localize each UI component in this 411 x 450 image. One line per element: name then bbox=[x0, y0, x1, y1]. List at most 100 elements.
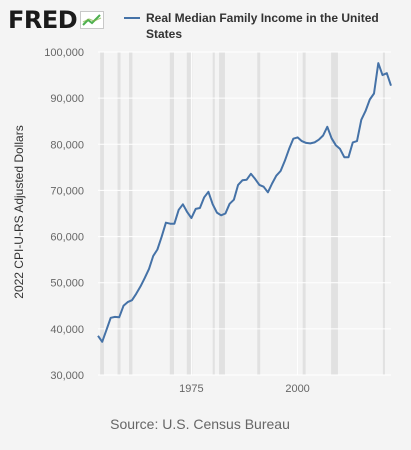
data-point[interactable] bbox=[203, 196, 205, 198]
data-point[interactable] bbox=[348, 156, 350, 158]
recession-band bbox=[302, 52, 306, 375]
data-point[interactable] bbox=[326, 126, 328, 128]
recession-band bbox=[128, 52, 133, 375]
data-point[interactable] bbox=[97, 335, 99, 337]
data-point[interactable] bbox=[207, 191, 209, 193]
data-point[interactable] bbox=[292, 138, 294, 140]
data-point[interactable] bbox=[182, 203, 184, 205]
recession-band bbox=[382, 52, 385, 375]
data-point[interactable] bbox=[382, 74, 384, 76]
data-point[interactable] bbox=[288, 148, 290, 150]
y-tick-label: 100,000 bbox=[44, 47, 84, 59]
source-note: Source: U.S. Census Bureau bbox=[110, 416, 290, 432]
data-point[interactable] bbox=[305, 142, 307, 144]
data-point[interactable] bbox=[144, 277, 146, 279]
recession-band bbox=[331, 52, 338, 375]
chart-header: FRED Real Median Family Income in the Un… bbox=[0, 0, 411, 48]
data-point[interactable] bbox=[101, 341, 103, 343]
data-point[interactable] bbox=[105, 329, 107, 331]
data-point[interactable] bbox=[352, 141, 354, 143]
data-point[interactable] bbox=[241, 179, 243, 181]
data-point[interactable] bbox=[173, 223, 175, 225]
line-chart: 30,000 40,000 50,000 60,000 70,000 80,000 90,0… bbox=[44, 47, 392, 395]
data-point[interactable] bbox=[275, 175, 277, 177]
series-line[interactable] bbox=[97, 62, 392, 343]
data-point[interactable] bbox=[216, 212, 218, 214]
data-point[interactable] bbox=[161, 236, 163, 238]
recession-band bbox=[117, 52, 121, 375]
recession-bands bbox=[100, 52, 385, 375]
data-point[interactable] bbox=[135, 293, 137, 295]
data-point[interactable] bbox=[212, 203, 214, 205]
data-point[interactable] bbox=[356, 140, 358, 142]
data-point[interactable] bbox=[110, 317, 112, 319]
data-point[interactable] bbox=[258, 184, 260, 186]
data-point[interactable] bbox=[280, 170, 282, 172]
data-point[interactable] bbox=[309, 142, 311, 144]
data-point[interactable] bbox=[178, 209, 180, 211]
series-layer bbox=[97, 62, 392, 343]
recession-band bbox=[100, 52, 104, 375]
data-point[interactable] bbox=[360, 119, 362, 121]
data-point[interactable] bbox=[331, 137, 333, 139]
data-point[interactable] bbox=[322, 135, 324, 137]
data-point[interactable] bbox=[386, 72, 388, 74]
fred-logo[interactable]: FRED bbox=[8, 6, 105, 34]
recession-band bbox=[257, 52, 261, 375]
recession-band bbox=[169, 52, 175, 375]
data-point[interactable] bbox=[224, 213, 226, 215]
data-point[interactable] bbox=[190, 217, 192, 219]
y-tick-label: 30,000 bbox=[50, 370, 84, 382]
chart-line-icon bbox=[80, 11, 105, 29]
data-point[interactable] bbox=[199, 207, 201, 209]
data-point[interactable] bbox=[314, 141, 316, 143]
data-point[interactable] bbox=[220, 214, 222, 216]
data-point[interactable] bbox=[195, 208, 197, 210]
data-point[interactable] bbox=[165, 222, 167, 224]
data-point[interactable] bbox=[377, 62, 379, 64]
data-point[interactable] bbox=[335, 144, 337, 146]
x-tick-label: 1975 bbox=[179, 383, 203, 395]
data-point[interactable] bbox=[365, 110, 367, 112]
data-point[interactable] bbox=[246, 179, 248, 181]
data-point[interactable] bbox=[118, 316, 120, 318]
data-point[interactable] bbox=[139, 285, 141, 287]
recession-band bbox=[219, 52, 225, 375]
data-point[interactable] bbox=[318, 139, 320, 141]
data-point[interactable] bbox=[263, 186, 265, 188]
data-point[interactable] bbox=[237, 184, 239, 186]
data-point[interactable] bbox=[156, 248, 158, 250]
data-point[interactable] bbox=[373, 93, 375, 95]
legend-label: Real Median Family Income in the United … bbox=[146, 11, 379, 41]
data-point[interactable] bbox=[229, 203, 231, 205]
logo-text: FRED bbox=[8, 6, 78, 34]
legend: Real Median Family Income in the United … bbox=[124, 10, 404, 42]
data-point[interactable] bbox=[369, 99, 371, 101]
data-point[interactable] bbox=[122, 305, 124, 307]
data-point[interactable] bbox=[390, 85, 392, 87]
data-point[interactable] bbox=[148, 268, 150, 270]
data-point[interactable] bbox=[152, 255, 154, 257]
recession-band bbox=[212, 52, 215, 375]
y-tick-label: 80,000 bbox=[50, 139, 84, 151]
x-tick-label: 2000 bbox=[285, 383, 309, 395]
data-point[interactable] bbox=[114, 316, 116, 318]
data-point[interactable] bbox=[284, 160, 286, 162]
data-point[interactable] bbox=[186, 211, 188, 213]
y-tick-label: 40,000 bbox=[50, 324, 84, 336]
data-point[interactable] bbox=[169, 223, 171, 225]
legend-swatch bbox=[124, 17, 140, 19]
recession-band bbox=[186, 52, 193, 375]
y-tick-label: 50,000 bbox=[50, 278, 84, 290]
data-point[interactable] bbox=[127, 301, 129, 303]
data-point[interactable] bbox=[297, 136, 299, 138]
data-point[interactable] bbox=[271, 183, 273, 185]
data-point[interactable] bbox=[343, 156, 345, 158]
data-point[interactable] bbox=[233, 199, 235, 201]
data-point[interactable] bbox=[131, 299, 133, 301]
data-point[interactable] bbox=[301, 140, 303, 142]
data-point[interactable] bbox=[267, 191, 269, 193]
data-point[interactable] bbox=[250, 173, 252, 175]
data-point[interactable] bbox=[339, 148, 341, 150]
data-point[interactable] bbox=[254, 178, 256, 180]
